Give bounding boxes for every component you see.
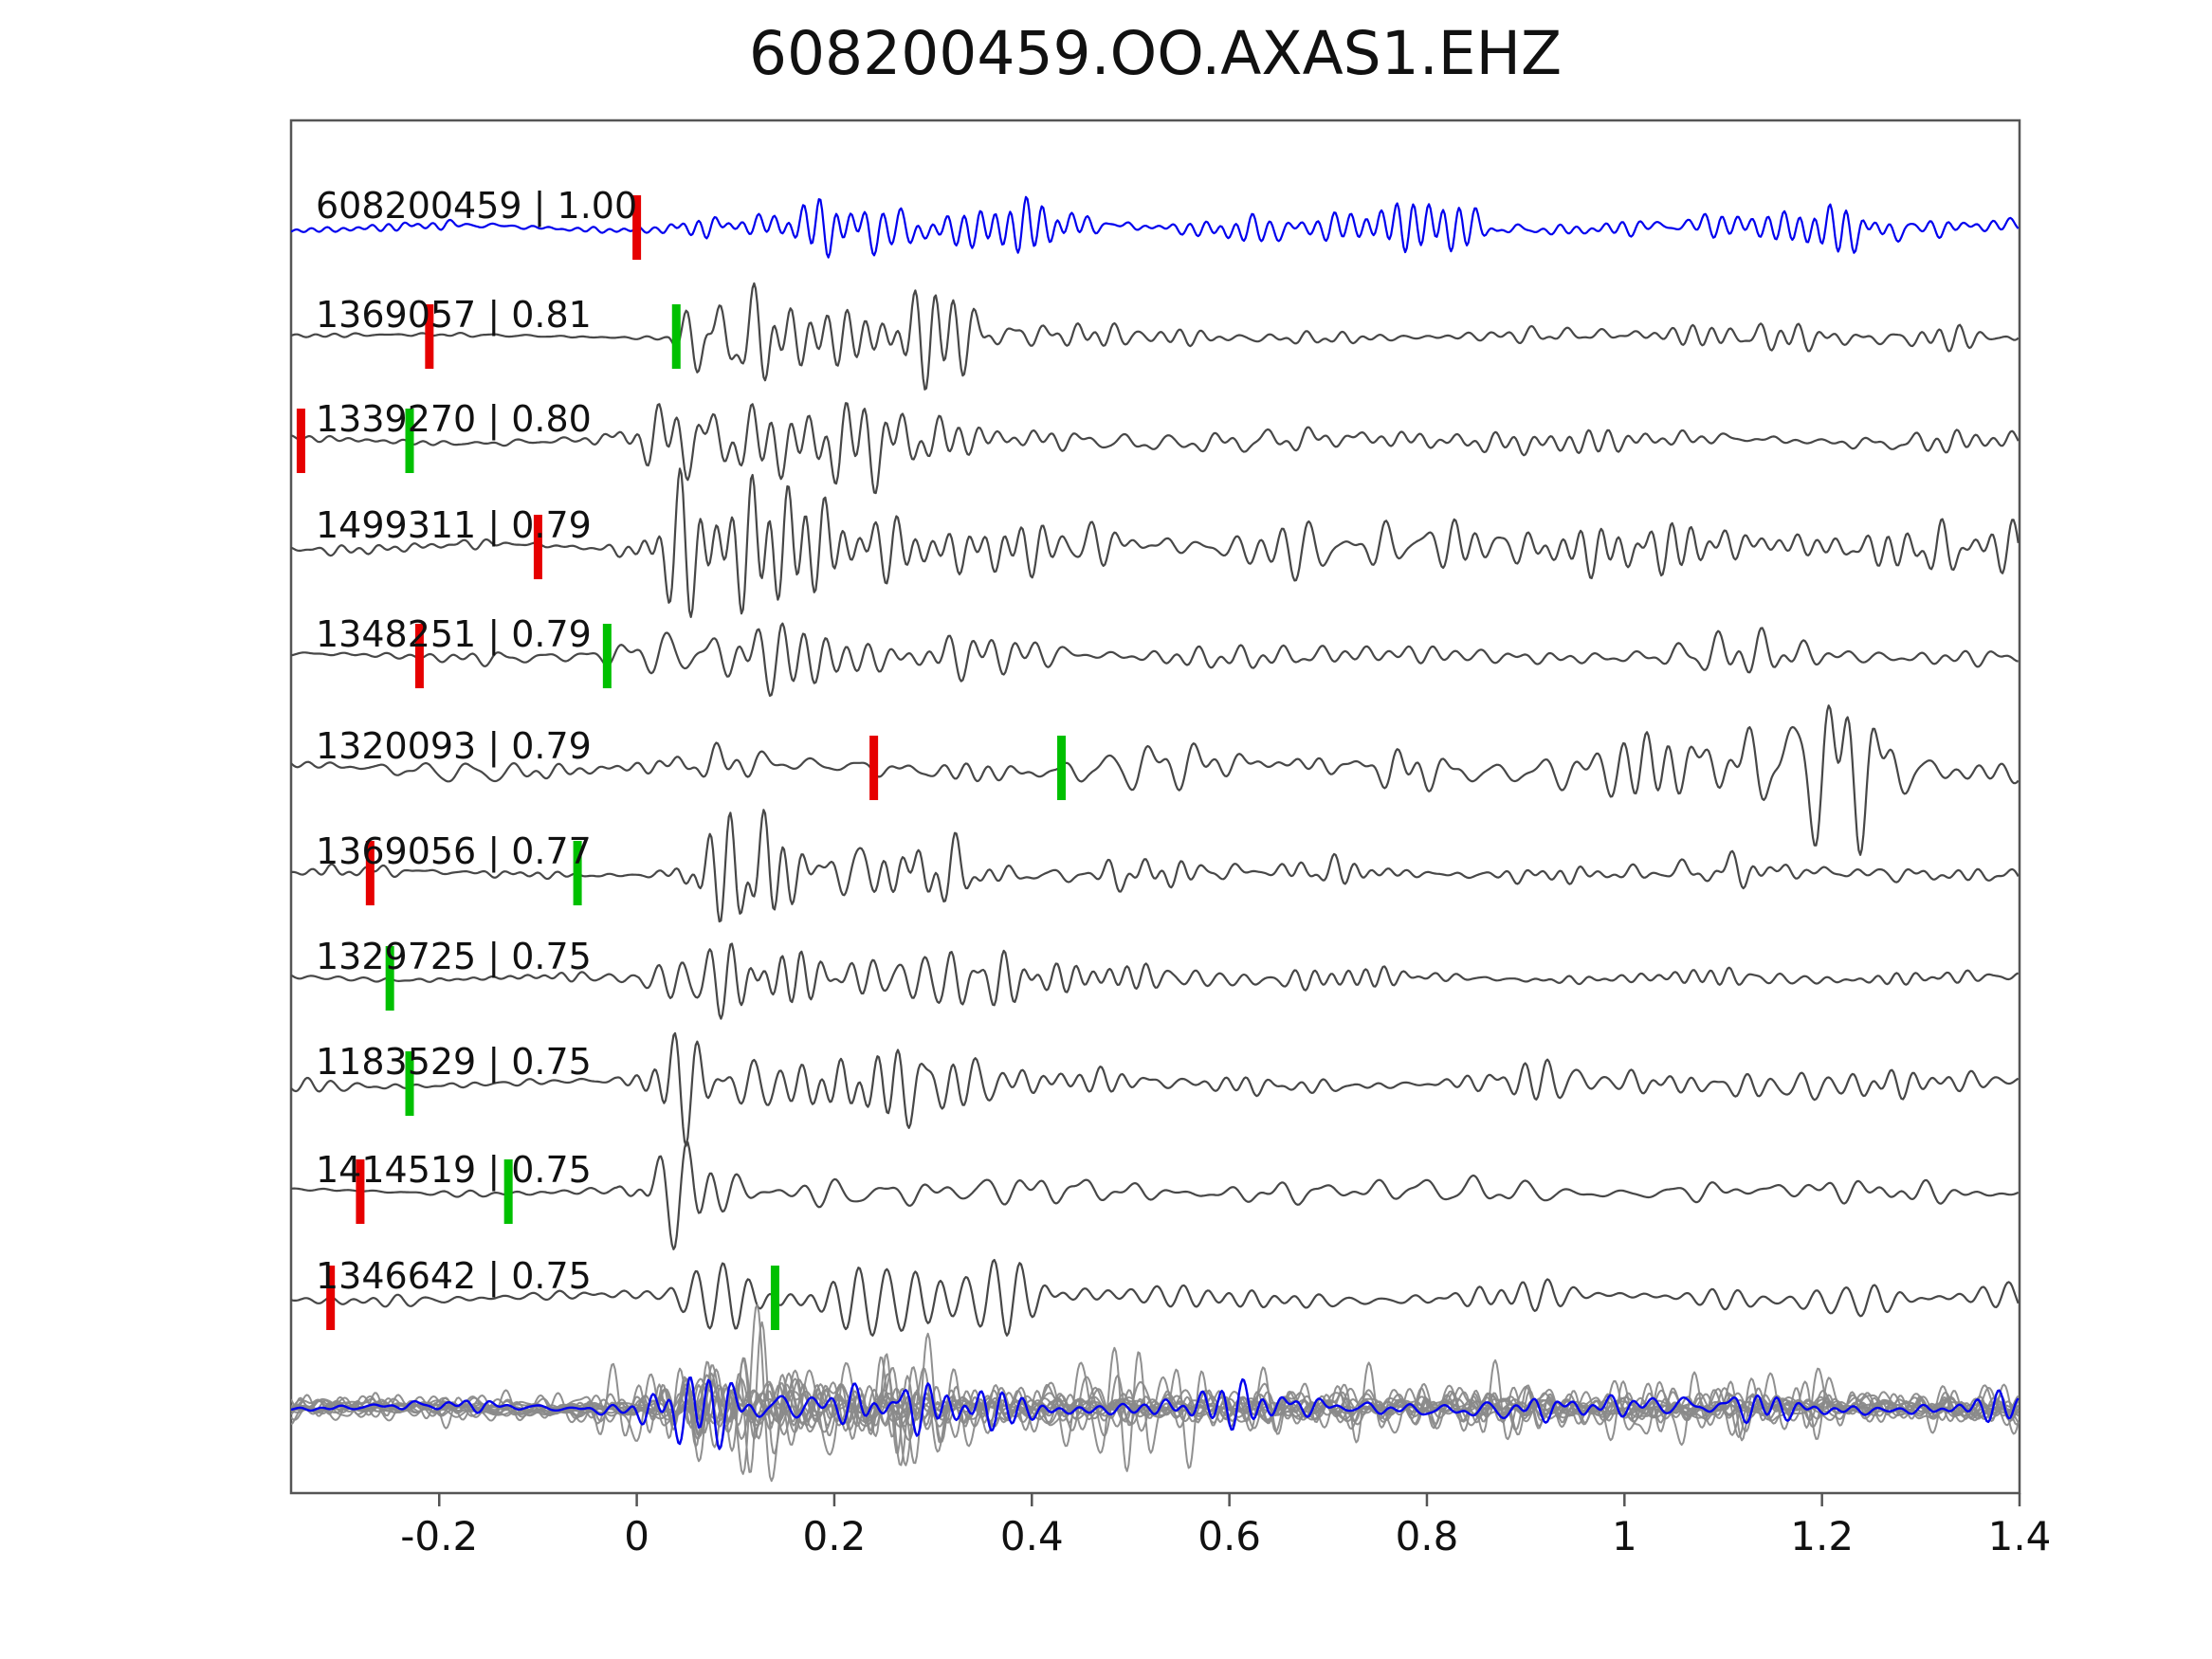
waveform-trace xyxy=(291,467,2020,619)
waveform-trace xyxy=(291,402,2020,495)
trace-label: 1369056 | 0.77 xyxy=(316,830,592,873)
overlay-trace xyxy=(291,1353,2020,1454)
trace-label: 1346642 | 0.75 xyxy=(316,1255,592,1298)
x-tick-label: 0.4 xyxy=(1000,1513,1064,1559)
trace-label: 608200459 | 1.00 xyxy=(316,185,637,228)
x-tick-label: 1 xyxy=(1612,1513,1637,1559)
x-tick-label: 0 xyxy=(624,1513,649,1559)
overlay-template-trace xyxy=(291,1376,2020,1450)
waveform-trace xyxy=(291,942,2020,1020)
trace-label: 1499311 | 0.79 xyxy=(316,504,592,547)
x-tick-label: 0.8 xyxy=(1396,1513,1459,1559)
overlay-trace xyxy=(291,1358,2020,1452)
waveform-trace xyxy=(291,1258,2020,1337)
x-tick-label: 1.4 xyxy=(1988,1513,2052,1559)
waveform-trace xyxy=(291,1031,2020,1147)
trace-label: 1329725 | 0.75 xyxy=(316,936,592,978)
figure-title: 608200459.OO.AXAS1.EHZ xyxy=(748,19,1563,88)
plot-frame xyxy=(289,118,2021,1495)
trace-label: 1320093 | 0.79 xyxy=(316,725,592,768)
waveform-trace xyxy=(291,282,2020,391)
overlay-trace xyxy=(291,1304,2020,1483)
x-tick-label: 0.6 xyxy=(1197,1513,1261,1559)
x-tick-label: 0.2 xyxy=(803,1513,867,1559)
trace-label: 1414519 | 0.75 xyxy=(316,1149,592,1192)
trace-label: 1348251 | 0.79 xyxy=(316,613,592,656)
waveform-trace xyxy=(291,622,2019,698)
x-tick-label: -0.2 xyxy=(400,1513,478,1559)
traces-group xyxy=(291,195,2020,1483)
trace-label: 1183529 | 0.75 xyxy=(316,1041,592,1084)
waveform-trace xyxy=(291,704,2020,856)
trace-label: 1369057 | 0.81 xyxy=(316,294,592,337)
trace-label: 1339270 | 0.80 xyxy=(316,398,592,441)
x-tick-label: 1.2 xyxy=(1790,1513,1854,1559)
waveform-trace-template xyxy=(291,195,2020,259)
waveform-trace xyxy=(291,1140,2020,1250)
